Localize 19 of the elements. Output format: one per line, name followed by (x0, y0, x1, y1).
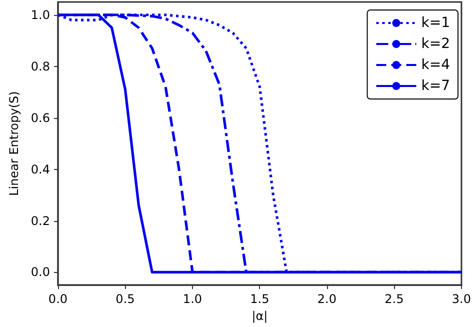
x-tick-label: 1.0 (182, 292, 202, 306)
y-axis-title: Linear Entropy(S) (7, 91, 21, 196)
y-tick-label: 1.0 (30, 8, 50, 22)
x-tick-label: 0.0 (48, 292, 68, 306)
legend-label: k=7 (421, 78, 450, 94)
y-tick-label: 0.6 (30, 110, 50, 125)
y-tick-label: 0.8 (30, 59, 50, 74)
legend-label: k=2 (421, 36, 450, 52)
legend-label: k=4 (421, 57, 450, 73)
x-tick-label: 0.5 (116, 292, 135, 306)
x-tick-label: 2.5 (384, 292, 404, 306)
x-tick-label: 1.5 (250, 292, 270, 306)
y-tick-label: 0.2 (30, 214, 50, 228)
x-tick-label: 2.0 (317, 292, 337, 306)
legend-label: k=1 (421, 15, 450, 31)
x-tick-label: 3.0 (452, 292, 472, 306)
y-tick-label: 0.4 (30, 162, 50, 176)
y-tick-label: 0.0 (30, 265, 50, 280)
x-axis-title: |α| (252, 309, 268, 323)
